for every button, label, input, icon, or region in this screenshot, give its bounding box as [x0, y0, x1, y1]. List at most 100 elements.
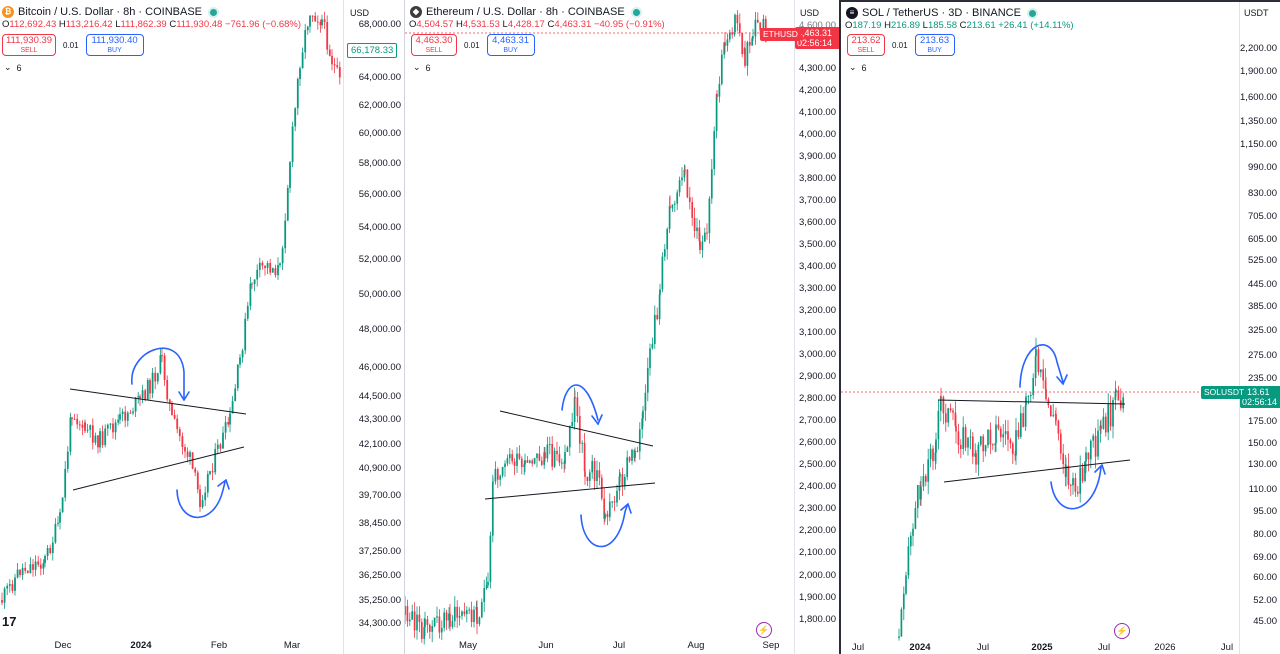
chart-pane-btc[interactable]: ₿ Bitcoin / U.S. Dollar · 8h · COINBASE … — [0, 0, 404, 654]
indicators-toggle[interactable]: ⌄ 6 — [849, 62, 867, 73]
candle-body — [451, 621, 454, 627]
candle-body — [311, 15, 314, 17]
symbol-title[interactable]: SOL / TetherUS · 3D · BINANCE — [862, 7, 1021, 19]
candle-body — [443, 612, 446, 628]
candle-body — [902, 593, 905, 610]
bounce-arrow-top[interactable] — [1019, 344, 1064, 388]
candle-body — [449, 613, 451, 627]
currency-label[interactable]: USDT — [1244, 8, 1269, 18]
candle-body — [331, 55, 333, 65]
pane-divider[interactable] — [839, 0, 841, 654]
candle-body — [499, 475, 502, 480]
time-axis-tick: Jul — [612, 640, 626, 651]
candle-body — [406, 606, 409, 622]
candle-body — [905, 575, 907, 594]
candle-body — [593, 461, 596, 482]
price-axis-tick: 36,250.00 — [358, 570, 401, 581]
bounce-arrow-top[interactable] — [561, 384, 599, 421]
candle-body — [1007, 431, 1009, 440]
candle-body — [540, 460, 543, 465]
candle-body — [299, 68, 301, 80]
candle-body — [253, 279, 256, 284]
candle-body — [478, 617, 481, 624]
candle-body — [1067, 465, 1070, 485]
indicators-toggle[interactable]: ⌄ 6 — [4, 62, 22, 73]
candle-body — [456, 606, 459, 618]
candle-body — [269, 263, 272, 273]
candle-body — [277, 265, 279, 276]
replay-icon[interactable]: ⚡ — [756, 622, 772, 638]
support-trendline[interactable] — [943, 459, 1131, 483]
candle-body — [731, 32, 734, 35]
price-axis-sol[interactable]: USDT 2,200.00 1,900.00 1,600.00 1,350.00 1,1… — [1239, 2, 1280, 654]
chart-pane-sol[interactable]: ≡ SOL / TetherUS · 3D · BINANCE O187.19 … — [841, 0, 1280, 654]
candle-body — [759, 22, 762, 31]
candle-body — [693, 217, 696, 232]
pane-divider[interactable] — [404, 0, 405, 654]
price-chart-eth[interactable] — [405, 0, 794, 654]
candle-body — [526, 460, 529, 463]
price-axis-btc[interactable]: USD 68,000.00 64,000.00 62,000.00 60,000.00… — [343, 0, 404, 654]
sell-button[interactable]: 4,463.30 SELL — [411, 34, 457, 56]
candle-body — [944, 413, 947, 423]
candle-body — [211, 471, 214, 473]
price-axis-tick: 705.00 — [1247, 211, 1277, 222]
replay-icon[interactable]: ⚡ — [1114, 623, 1130, 639]
price-axis-tick: 525.00 — [1247, 255, 1277, 266]
candle-body — [673, 203, 676, 205]
price-chart-btc[interactable] — [0, 0, 343, 654]
price-axis-tick: 3,700.00 — [799, 195, 836, 206]
currency-label[interactable]: USD — [800, 8, 820, 18]
candle-body — [661, 256, 664, 290]
candle-body — [900, 609, 903, 637]
candle-body — [445, 612, 448, 621]
candle-body — [196, 472, 199, 490]
bounce-arrow-bottom[interactable] — [176, 481, 226, 519]
price-chart-sol[interactable] — [841, 2, 1239, 654]
axis-tick-partial: 4,600.00 — [799, 20, 836, 31]
chevron-down-icon: ⌄ — [849, 62, 857, 72]
buy-button[interactable]: 213.63 BUY — [914, 34, 955, 56]
price-axis-tick: 3,500.00 — [799, 239, 836, 250]
bounce-arrow-bottom[interactable] — [1050, 466, 1102, 510]
candle-body — [623, 476, 626, 486]
candle-body — [683, 169, 686, 178]
candle-body — [576, 397, 579, 416]
resistance-trendline[interactable] — [499, 410, 654, 447]
tradingview-logo[interactable]: 17 — [2, 614, 17, 629]
bounce-arrow-top[interactable] — [131, 347, 185, 399]
candle-body — [907, 546, 910, 576]
resistance-trendline[interactable] — [69, 388, 247, 415]
chart-pane-eth[interactable]: ◆ Ethereum / U.S. Dollar · 8h · COINBASE… — [405, 0, 839, 654]
ohlc-values-eth: O4,504.57 H4,531.53 L4,428.17 C4,463.31 … — [409, 19, 665, 30]
support-trendline[interactable] — [484, 482, 656, 500]
candle-body — [29, 564, 32, 573]
candle-body — [408, 619, 411, 622]
candle-body — [603, 498, 606, 519]
candle-body — [163, 355, 166, 380]
price-axis-tick: 2,200.00 — [1240, 43, 1277, 54]
buy-button[interactable]: 111,930.40 BUY — [85, 34, 144, 56]
currency-label[interactable]: USD — [350, 8, 370, 18]
bounce-arrow-bottom[interactable] — [580, 505, 628, 548]
sell-button[interactable]: 111,930.39 SELL — [2, 34, 56, 56]
indicators-toggle[interactable]: ⌄ 6 — [413, 62, 431, 73]
symbol-title[interactable]: Bitcoin / U.S. Dollar · 8h · COINBASE — [18, 6, 202, 18]
sell-button[interactable]: 213.62 SELL — [847, 34, 885, 56]
candle-body — [78, 424, 81, 426]
candle-body — [21, 567, 24, 576]
candle-body — [465, 610, 468, 615]
resistance-trendline[interactable] — [937, 399, 1126, 405]
symbol-title[interactable]: Ethereum / U.S. Dollar · 8h · COINBASE — [426, 6, 625, 18]
price-axis-tick: 60,000.00 — [358, 128, 401, 139]
price-axis-eth[interactable]: USD 4,600.00 4,300.00 4,200.00 4,100.00 4,0… — [794, 0, 839, 654]
support-trendline[interactable] — [72, 446, 245, 491]
trade-buttons-eth: 4,463.30 SELL 0.01 4,463.31 BUY — [411, 34, 535, 56]
candle-body — [491, 482, 494, 536]
buy-button[interactable]: 4,463.31 BUY — [486, 34, 535, 56]
price-axis-tick: 52.00 — [1253, 595, 1277, 606]
candle-body — [256, 269, 259, 280]
candle-body — [1011, 443, 1014, 455]
candle-body — [1084, 461, 1086, 481]
candle-body — [1100, 425, 1102, 429]
